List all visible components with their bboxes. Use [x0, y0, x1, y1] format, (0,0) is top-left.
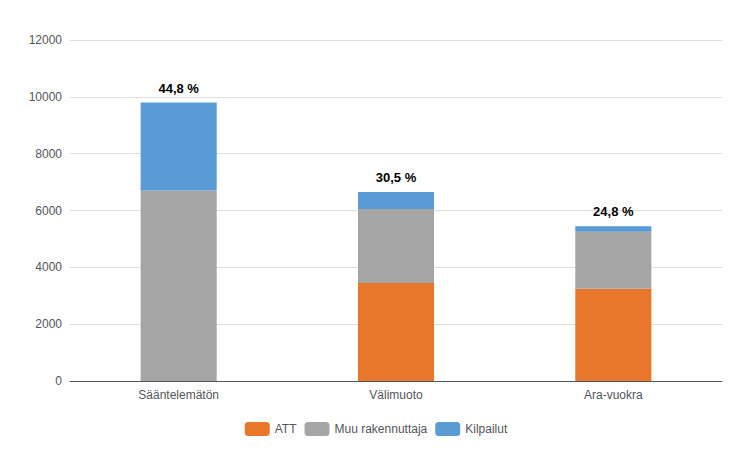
svg-text:Välimuoto: Välimuoto: [369, 388, 423, 402]
svg-text:4000: 4000: [35, 260, 62, 274]
svg-text:2000: 2000: [35, 317, 62, 331]
svg-text:0: 0: [55, 374, 62, 388]
svg-text:30,5 %: 30,5 %: [376, 170, 417, 185]
svg-text:Sääntelemätön: Sääntelemätön: [138, 388, 219, 402]
svg-text:10000: 10000: [29, 90, 63, 104]
svg-text:Kilpailut: Kilpailut: [465, 422, 508, 436]
svg-text:12000: 12000: [29, 33, 63, 47]
svg-text:Ara-vuokra: Ara-vuokra: [584, 388, 643, 402]
svg-text:44,8 %: 44,8 %: [158, 81, 199, 96]
svg-text:Muu rakennuttaja: Muu rakennuttaja: [335, 422, 428, 436]
svg-text:24,8 %: 24,8 %: [593, 204, 634, 219]
svg-text:ATT: ATT: [275, 422, 297, 436]
svg-text:6000: 6000: [35, 204, 62, 218]
svg-text:8000: 8000: [35, 147, 62, 161]
